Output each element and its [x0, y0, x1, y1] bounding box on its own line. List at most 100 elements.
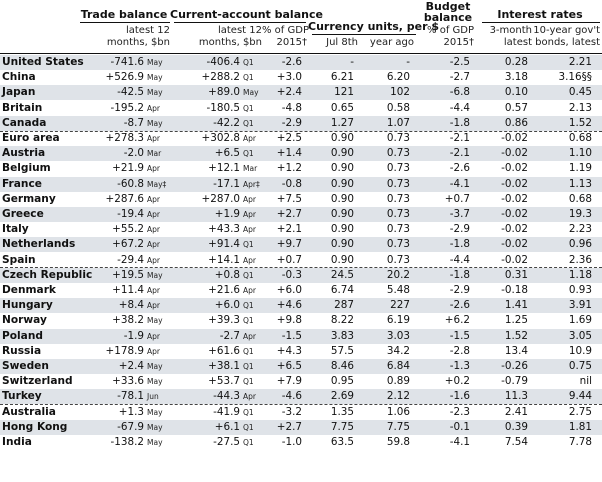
country-name: Belgium [2, 162, 51, 175]
budget-balance-value: -1.8 [449, 268, 470, 281]
currency-now-value: 0.90 [330, 208, 354, 220]
current-account-value: +6.1 [214, 420, 240, 433]
currency-year-ago-value: 0.73 [386, 147, 410, 160]
currency-year-ago-value: 6.84 [386, 360, 410, 372]
trade-balance-period: Apr [147, 301, 160, 311]
current-account-value: +89.0 [208, 86, 240, 99]
trade-balance-period: May [147, 362, 163, 371]
current-account-cell: +1.9 Apr [160, 207, 265, 222]
trade-balance-cell: +55.2 Apr [60, 222, 173, 237]
interest-3m-value: 2.41 [504, 405, 528, 418]
trade-balance-cell: -78.1 Jun [60, 389, 173, 404]
ca-gdp-value: +3.0 [276, 71, 302, 84]
budget-balance-value: -2.8 [449, 344, 470, 357]
trade-balance-cell: +526.9 May [60, 70, 173, 85]
current-account-cell: +91.4 Q1 [160, 237, 265, 252]
interest-10y-value: 0.75 [568, 360, 592, 372]
country-name: Canada [2, 116, 47, 129]
interest-3m-value: -0.26 [501, 360, 528, 372]
currency-year-ago-value: 20.2 [386, 268, 410, 281]
ca-gdp-value: +2.7 [276, 420, 302, 433]
interest-3m-value: 11.3 [504, 390, 528, 403]
ca-gdp-value: -4.6 [281, 390, 302, 403]
interest-10y-value: 0.68 [568, 132, 592, 144]
table-row: Russia +178.9 Apr +61.6 Q1 +4.3 57.5 34.2 -2.8 13… [0, 344, 602, 359]
budget-balance-value: -2.6 [449, 299, 470, 312]
table-row: Greece -19.4 Apr +1.9 Apr +2.7 0.90 0.73 -3.7 -0.… [0, 207, 602, 222]
interest-3m-value: -0.02 [501, 162, 528, 175]
group-separator [0, 130, 602, 132]
current-account-value: -17.1 [213, 177, 240, 190]
ca-gdp-value: -3.2 [281, 405, 302, 418]
interest-3m-value: -0.02 [501, 223, 528, 236]
trade-balance-cell: +178.9 Apr [60, 344, 173, 359]
current-account-value: -42.2 [213, 116, 240, 129]
trade-balance-cell: -42.5 May [60, 85, 173, 100]
trade-balance-period: May [147, 73, 163, 83]
current-account-period: Q1 [243, 103, 254, 113]
budget-balance-value: -2.1 [449, 132, 470, 144]
interest-10y-value: nil [579, 375, 592, 388]
currency-year-ago-value: 2.12 [386, 390, 410, 403]
trade-balance-value: +8.4 [118, 299, 144, 312]
current-account-cell: +38.1 Q1 [160, 359, 265, 374]
ca-gdp-value: +7.5 [276, 192, 302, 205]
country-name: Hungary [2, 299, 53, 312]
current-account-period: Apr [243, 255, 256, 265]
trade-balance-value: -741.6 [110, 56, 145, 68]
ca-gdp-value: -4.8 [281, 101, 302, 114]
current-account-value: +91.4 [208, 238, 240, 251]
current-account-period: Q1 [243, 316, 254, 326]
currency-year-ago-value: 0.58 [386, 101, 410, 114]
current-account-period: Apr [243, 194, 256, 204]
interest-10y-value: 3.91 [568, 299, 592, 312]
current-account-value: +0.8 [214, 268, 240, 281]
current-account-value: +14.1 [208, 253, 240, 266]
country-name: India [2, 436, 32, 448]
budget-balance-value: +0.7 [444, 192, 470, 205]
ca-gdp-value: +2.7 [276, 208, 302, 220]
trade-balance-value: -19.4 [117, 208, 144, 220]
current-account-period: Q1 [243, 346, 254, 356]
current-account-period: Q1 [243, 362, 254, 371]
table-header: Trade balance latest 12 months, $bn Curr… [0, 0, 602, 54]
table-row: Hong Kong -67.9 May +6.1 Q1 +2.7 7.75 7.75 -0.1 0… [0, 419, 602, 435]
current-account-cell: +6.0 Q1 [160, 298, 265, 313]
current-account-cell: +53.7 Q1 [160, 374, 265, 389]
trade-balance-period: May [147, 88, 163, 98]
currency-year-ago-value: 0.73 [386, 208, 410, 220]
current-account-value: +6.5 [214, 147, 240, 160]
trade-balance-period: Apr [147, 240, 160, 250]
country-name: United States [2, 56, 84, 68]
current-account-value: +288.2 [201, 71, 240, 84]
ca-sub-a1: latest 12 [217, 25, 262, 36]
current-account-value: +1.9 [214, 208, 240, 220]
budget-heading-2: balance [423, 11, 473, 24]
ca-gdp-value: +6.0 [276, 284, 302, 296]
currency-year-ago-value: 0.73 [386, 253, 410, 266]
table-row: Sweden +2.4 May +38.1 Q1 +6.5 8.46 6.84 -1.3 -0.2… [0, 359, 602, 374]
current-account-period: Q1 [243, 422, 254, 432]
country-name: Turkey [2, 390, 42, 403]
group-separator [0, 404, 602, 406]
currency-sub-b: year ago [369, 37, 414, 48]
interest-10y-value: 9.44 [568, 390, 592, 403]
table-row: Spain -29.4 Apr +14.1 Apr +0.7 0.90 0.73 -4.4 -0.… [0, 253, 602, 268]
interest-10y-value: 2.36 [568, 253, 592, 266]
table-row: Italy +55.2 Apr +43.3 Apr +2.1 0.90 0.73 -2.9 -0.… [0, 222, 602, 237]
budget-balance-value: -1.5 [449, 329, 470, 342]
interest-3m-value: 0.10 [504, 86, 528, 99]
currency-now-value: 0.90 [330, 177, 354, 190]
ca-gdp-value: +6.5 [276, 360, 302, 372]
currency-year-ago-value: 3.03 [386, 329, 410, 342]
country-name: Sweden [2, 360, 49, 372]
trade-balance-heading: Trade balance [80, 8, 168, 21]
currency-now-value: 0.90 [330, 162, 354, 175]
table-row: Denmark +11.4 Apr +21.6 Apr +6.0 6.74 5.48 -2.9-… [0, 283, 602, 298]
country-name: Japan [2, 86, 36, 99]
budget-balance-value: -6.8 [449, 86, 470, 99]
ca-gdp-value: +7.9 [276, 375, 302, 388]
current-account-value: +12.1 [208, 162, 240, 175]
table-row: Canada -8.7 May -42.2 Q1 -2.9 1.27 1.07 -1.8 0.86… [0, 115, 602, 131]
currency-now-value: 8.22 [330, 314, 354, 327]
